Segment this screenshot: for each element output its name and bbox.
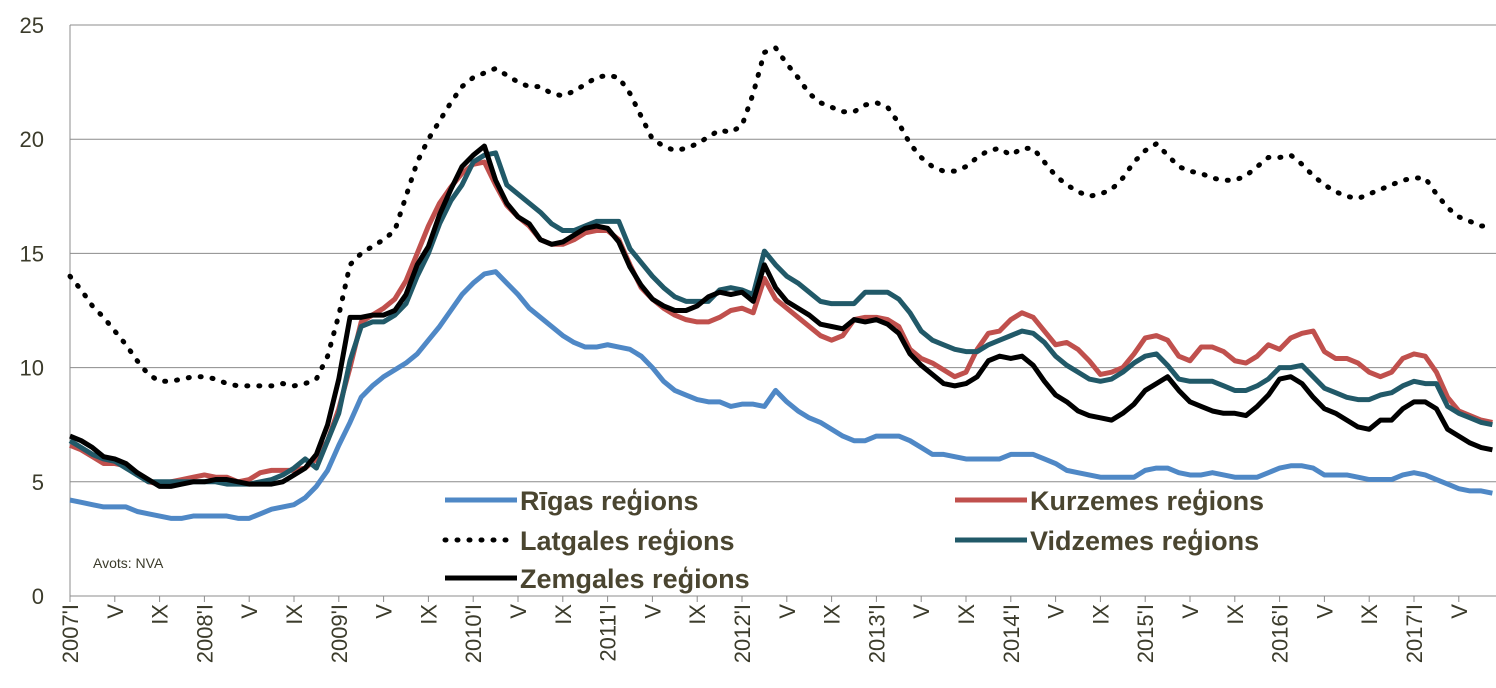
series-line	[69, 269, 1493, 521]
y-tick-label: 25	[20, 13, 44, 38]
y-tick-label: 10	[20, 356, 44, 381]
legend-label: Rīgas reģions	[520, 486, 699, 516]
y-tick-label: 15	[20, 241, 44, 266]
x-tick-label: 2015'I	[1133, 604, 1158, 663]
series-line	[68, 150, 1493, 487]
x-tick-label: V	[506, 604, 531, 619]
series-line	[69, 159, 1493, 487]
x-tick-label: 2008'I	[192, 604, 217, 663]
x-tick-label: 2009'I	[327, 604, 352, 663]
y-tick-label: 20	[20, 127, 44, 152]
legend-label: Latgales reģions	[520, 526, 735, 556]
x-tick-label: IX	[416, 604, 441, 625]
x-tick-label: V	[640, 604, 665, 619]
x-tick-label: IX	[1088, 604, 1113, 625]
legend-label: Kurzemes reģions	[1030, 486, 1264, 516]
x-tick-label: IX	[685, 604, 710, 625]
x-tick-label: V	[103, 604, 128, 619]
x-tick-label: 2012'I	[730, 604, 755, 663]
x-tick-label: IX	[954, 604, 979, 625]
x-tick-label: 2014'I	[999, 604, 1024, 663]
x-tick-label: IX	[551, 604, 576, 625]
x-tick-label: V	[1447, 604, 1472, 619]
y-tick-label: 5	[32, 470, 44, 495]
x-tick-label: 2017'I	[1402, 604, 1427, 663]
x-tick-label: 2007'I	[58, 604, 83, 663]
legend-label: Vidzemes reģions	[1030, 526, 1259, 556]
x-tick-label: V	[372, 604, 397, 619]
y-tick-label: 0	[32, 584, 44, 609]
x-tick-label: IX	[820, 604, 845, 625]
legend-label: Zemgales reģions	[520, 564, 750, 594]
series-line	[69, 143, 1493, 489]
x-tick-label: IX	[1223, 604, 1248, 625]
x-tick-label: V	[909, 604, 934, 619]
x-tick-label: IX	[282, 604, 307, 625]
x-tick-label: 2016'I	[1268, 604, 1293, 663]
x-tick-label: 2010'I	[461, 604, 486, 663]
x-tick-label: IX	[148, 604, 173, 625]
x-tick-label: IX	[1357, 604, 1382, 625]
series-line	[67, 44, 1495, 389]
source-note: Avots: NVA	[93, 555, 164, 571]
x-tick-label: 2013'I	[864, 604, 889, 663]
x-tick-label: V	[237, 604, 262, 619]
x-tick-label: V	[1312, 604, 1337, 619]
x-tick-label: 2011'I	[596, 604, 621, 662]
x-tick-label: V	[1044, 604, 1069, 619]
x-tick-label: V	[1178, 604, 1203, 619]
x-tick-label: V	[775, 604, 800, 619]
